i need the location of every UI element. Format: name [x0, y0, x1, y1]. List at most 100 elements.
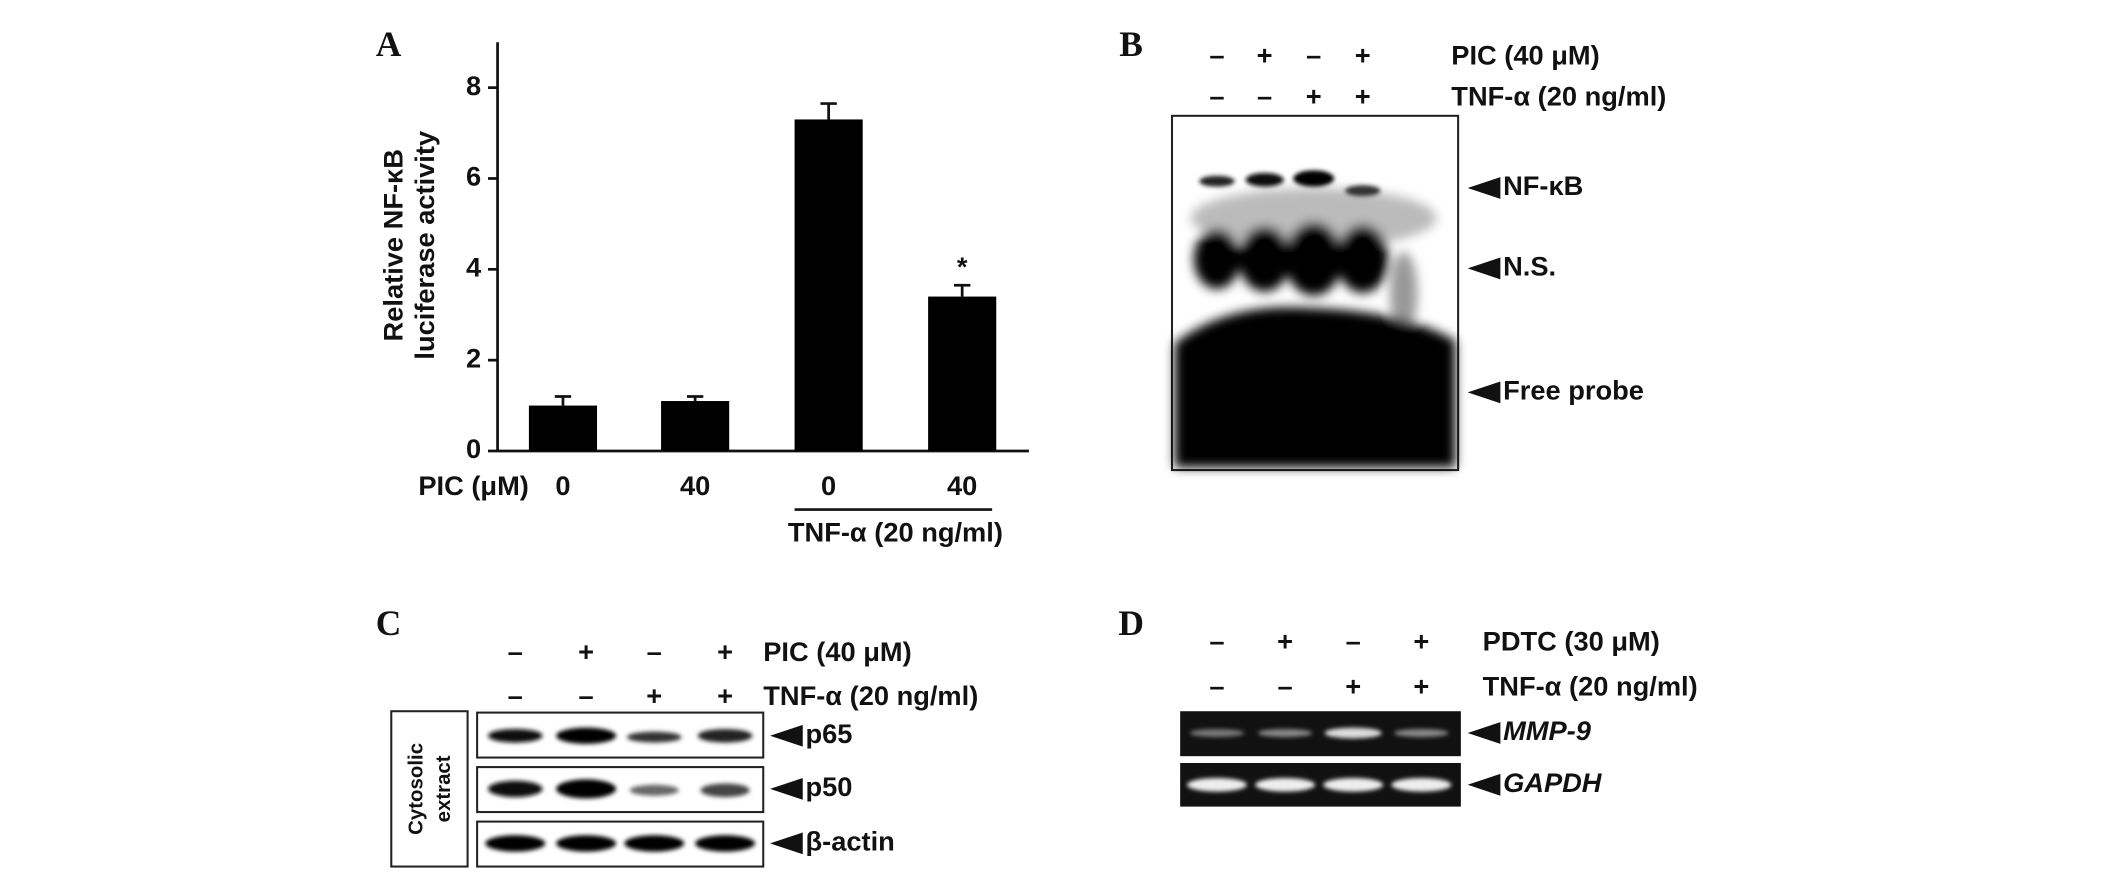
- lane-sign: –: [1257, 80, 1272, 111]
- condition-label: TNF-α (20 ng/ml): [1451, 80, 1666, 111]
- band: [1394, 728, 1449, 738]
- x-tick-label: 0: [821, 470, 836, 501]
- band-arrow: [1467, 257, 1501, 280]
- lane-sign: –: [508, 680, 523, 711]
- y-tick-label: 8: [466, 70, 481, 101]
- lane-sign: +: [646, 680, 662, 711]
- band-arrow: [770, 832, 803, 855]
- band: [1324, 727, 1382, 739]
- lane-sign: –: [579, 680, 594, 711]
- lane-sign: +: [1257, 39, 1273, 70]
- free-probe-signal: [1174, 307, 1456, 468]
- nfkb-band: [1293, 170, 1335, 187]
- lane-sign: +: [1345, 670, 1361, 701]
- nfkb-band: [1245, 173, 1284, 187]
- lane-sign: –: [1209, 670, 1224, 701]
- lane-sign: –: [1209, 39, 1224, 70]
- band: [697, 728, 753, 743]
- pcr-gel: [1180, 711, 1461, 807]
- band: [1257, 728, 1313, 738]
- band-label: p50: [805, 771, 852, 802]
- ns-band: [1193, 228, 1241, 289]
- side-label: Cytosolic: [406, 743, 428, 835]
- band-label: Free probe: [1503, 375, 1644, 406]
- y-tick-label: 0: [466, 433, 481, 464]
- y-axis-label: Relative NF-κB: [378, 149, 409, 341]
- band: [1323, 777, 1384, 792]
- band: [700, 783, 750, 798]
- band: [629, 784, 679, 796]
- band: [624, 835, 685, 852]
- y-tick-label: 4: [466, 252, 482, 283]
- x-tick-label: 40: [947, 470, 977, 501]
- lane-sign: +: [1277, 625, 1293, 656]
- band: [556, 727, 617, 744]
- nfkb-band: [1199, 175, 1235, 187]
- condition-label: PDTC (30 μM): [1483, 625, 1660, 656]
- band-label: p65: [805, 718, 852, 749]
- band: [627, 731, 682, 743]
- lane-sign: +: [717, 636, 733, 667]
- band-label: GAPDH: [1503, 767, 1603, 798]
- band-arrow: [1467, 381, 1501, 404]
- lane-sign: –: [1209, 80, 1224, 111]
- band: [1186, 777, 1247, 792]
- lane-sign: –: [1346, 625, 1361, 656]
- band-label: MMP-9: [1503, 715, 1592, 746]
- band-arrow: [770, 724, 803, 747]
- lane-sign: +: [1306, 80, 1322, 111]
- band: [485, 835, 546, 852]
- group-label: TNF-α (20 ng/ml): [788, 516, 1003, 547]
- annotation: *: [957, 251, 968, 282]
- lane-sign: +: [1355, 80, 1371, 111]
- lane-sign: +: [1355, 39, 1371, 70]
- lane-sign: +: [578, 636, 594, 667]
- blot-bands: [485, 727, 756, 852]
- lane-sign: –: [508, 636, 523, 667]
- ns-band: [1285, 222, 1343, 296]
- bar: [528, 405, 598, 451]
- ns-band: [1238, 226, 1291, 292]
- y-tick-label: 6: [466, 161, 481, 192]
- nfkb-bands: [1199, 170, 1381, 197]
- band-arrow: [1467, 177, 1501, 199]
- lane-sign: –: [1209, 625, 1224, 656]
- band: [695, 835, 756, 852]
- x-row-label: PIC (μM): [418, 470, 529, 501]
- band-label: N.S.: [1503, 251, 1556, 282]
- lane-sign: +: [1413, 625, 1429, 656]
- condition-label: PIC (40 μM): [763, 636, 911, 667]
- side-box: [390, 710, 469, 868]
- condition-label: TNF-α (20 ng/ml): [1483, 670, 1698, 701]
- band-arrow: [1467, 722, 1501, 744]
- bar: [661, 401, 730, 451]
- panel-label: B: [1119, 24, 1143, 64]
- band: [1189, 728, 1245, 738]
- bar: [928, 296, 997, 451]
- lane-sign: –: [1306, 39, 1321, 70]
- lane-sign: +: [1413, 670, 1429, 701]
- panel-label: C: [376, 603, 402, 643]
- band-arrow: [1467, 773, 1501, 796]
- y-tick-label: 2: [466, 342, 481, 373]
- panel-label: D: [1118, 603, 1144, 643]
- ns-band: [1336, 224, 1389, 293]
- gel-signal: [1174, 188, 1456, 468]
- bar: [794, 119, 863, 451]
- band-arrow: [770, 777, 803, 800]
- band-label: β-actin: [805, 826, 894, 857]
- condition-label: PIC (40 μM): [1451, 39, 1599, 70]
- western-blot: [390, 710, 765, 868]
- condition-label: TNF-α (20 ng/ml): [763, 680, 978, 711]
- y-axis-label: luciferase activity: [409, 130, 440, 360]
- smear: [1390, 252, 1418, 334]
- band: [488, 780, 543, 798]
- x-tick-label: 0: [555, 470, 570, 501]
- band: [1391, 777, 1452, 792]
- band: [556, 779, 617, 799]
- x-tick-label: 40: [680, 470, 710, 501]
- band: [1255, 777, 1316, 792]
- side-label: extract: [433, 755, 455, 822]
